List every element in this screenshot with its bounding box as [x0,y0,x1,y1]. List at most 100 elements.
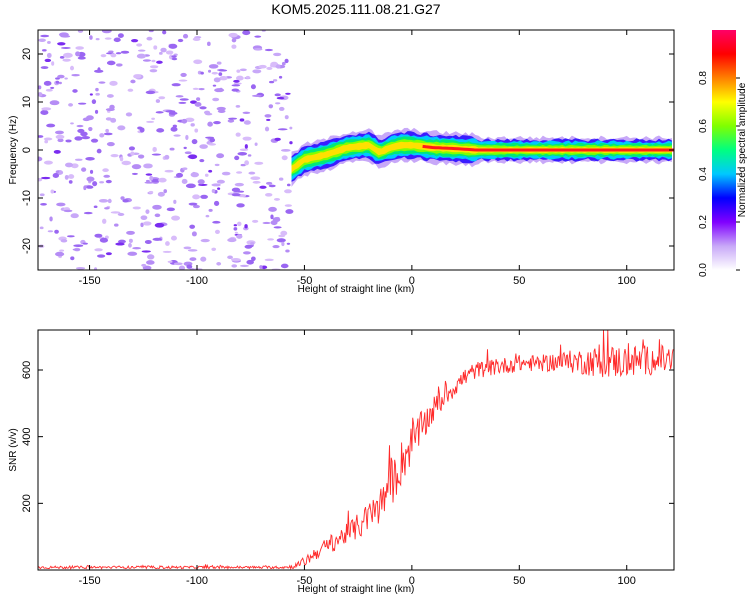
spectrogram-noise-blob [231,38,237,43]
spectrogram-noise-blob [239,148,249,151]
snr-xlabel: Height of straight line (km) [298,584,415,595]
spectrogram-noise-blob [99,133,105,138]
spectrogram-noise-blob [83,211,93,215]
spectrogram-noise-blob [152,237,162,241]
spectrogram-noise-blob [144,239,152,244]
spectrogram-xtick-label: -50 [296,275,312,287]
spectrogram-noise-blob [269,80,275,84]
spectrogram-noise-blob [94,109,99,114]
spectrogram-noise-blob [47,41,51,44]
spectrogram-noise-blob [208,208,213,212]
spectrogram-noise-blob [230,258,241,262]
spectrogram-noise-blob [156,60,163,64]
spectrogram-noise-blob [132,247,141,250]
spectrogram-noise-blob [258,64,267,69]
spectrogram-noise-blob [276,96,285,100]
spectrogram-noise-blob [142,59,152,62]
spectrogram-noise-blob [164,154,170,160]
spectrogram-noise-blob [131,38,139,43]
spectrogram-noise-blob [234,155,240,161]
spectrogram-noise-blob [103,174,111,178]
snr-series-line [38,330,674,570]
spectrogram-noise-blob [219,75,228,81]
spectrogram-noise-blob [213,200,220,206]
spectrogram-noise-blob [233,79,240,83]
spectrogram-noise-blob [96,148,102,154]
spectrogram-noise-blob [234,182,245,187]
spectrogram-noise-blob [155,99,161,103]
spectrogram-noise-blob [59,249,65,252]
spectrogram-noise-blob [89,169,94,174]
spectrogram-noise-blob [219,87,223,92]
spectrogram-noise-blob [252,69,262,74]
spectrogram-noise-blob [60,35,71,38]
spectrogram-noise-blob [68,180,73,184]
spectrogram-noise-blob [154,213,161,218]
snr-xtick-label: -150 [79,575,101,587]
spectrogram-noise-blob [191,138,198,145]
spectrogram-noise-blob [231,187,241,193]
spectrogram-noise-blob [62,58,71,62]
spectrogram-noise-blob [115,242,125,246]
spectrogram-noise-blob [240,163,246,167]
colorbar-gradient [712,30,736,270]
spectrogram-noise-blob [280,148,291,152]
spectrogram-noise-blob [64,174,69,180]
colorbar-tick-label: 0.8 [698,71,709,85]
spectrogram-noise-blob [136,53,146,59]
spectrogram-noise-blob [72,89,78,93]
spectrogram-noise-blob [239,118,245,122]
spectrogram-noise-blob [40,202,47,206]
spectrogram-noise-blob [182,167,188,170]
spectrogram-xlabel: Height of straight line (km) [298,284,415,295]
spectrogram-noise-blob [268,206,277,212]
spectrogram-noise-blob [155,111,164,114]
spectrogram-noise-blob [108,50,114,53]
spectrogram-noise-blob [246,259,254,265]
spectrogram-noise-blob [171,55,177,58]
spectrogram-noise-blob [55,80,60,84]
spectrogram-noise-blob [266,66,273,71]
spectrogram-noise-blob [104,207,110,210]
spectrogram-noise-blob [182,33,189,39]
spectrogram-noise-blob [200,238,210,243]
spectrogram-noise-blob [113,37,121,43]
spectrogram-noise-blob [41,176,51,180]
spectrogram-noise-blob [216,261,222,266]
snr-xtick-label: -100 [186,575,208,587]
spectrogram-noise-blob [98,198,109,203]
spectrogram-noise-blob [152,204,162,210]
spectrogram-noise-blob [145,179,150,183]
spectrogram-noise-blob [248,171,256,175]
spectrogram-noise-blob [236,69,241,73]
spectrogram-noise-blob [188,154,198,160]
spectrogram-noise-blob [268,184,276,188]
spectrogram-noise-blob [146,120,155,123]
spectrogram-noise-blob [212,97,220,102]
spectrogram-noise-blob [171,57,178,61]
colorbar-tick-label: 0.2 [698,215,709,229]
spectrogram-noise-blob [76,124,84,128]
spectrogram-noise-blob [254,35,262,38]
spectrogram-noise-blob [187,249,198,252]
spectrogram-noise-blob [120,50,130,54]
spectrogram-noise-blob [158,177,167,183]
spectrogram-noise-blob [284,58,289,64]
spectrogram-noise-blob [50,86,55,89]
spectrogram-noise-blob [286,242,291,245]
spectrogram-noise-blob [243,120,251,125]
spectrogram-noise-blob [237,152,248,156]
spectrogram-noise-blob [205,214,210,218]
spectrogram-core [422,144,674,152]
spectrogram-noise-blob [244,224,248,229]
spectrogram-noise-blob [254,142,258,146]
spectrogram-noise-blob [208,64,219,69]
spectrogram-noise-blob [96,254,106,258]
spectrogram-noise-blob [272,244,280,249]
spectrogram-noise-blob [44,58,52,63]
spectrogram-noise-blob [141,263,147,267]
colorbar-tick-label: 0.6 [698,119,709,133]
spectrogram-noise-blob [148,190,154,194]
spectrogram-noise-blob [101,30,112,34]
